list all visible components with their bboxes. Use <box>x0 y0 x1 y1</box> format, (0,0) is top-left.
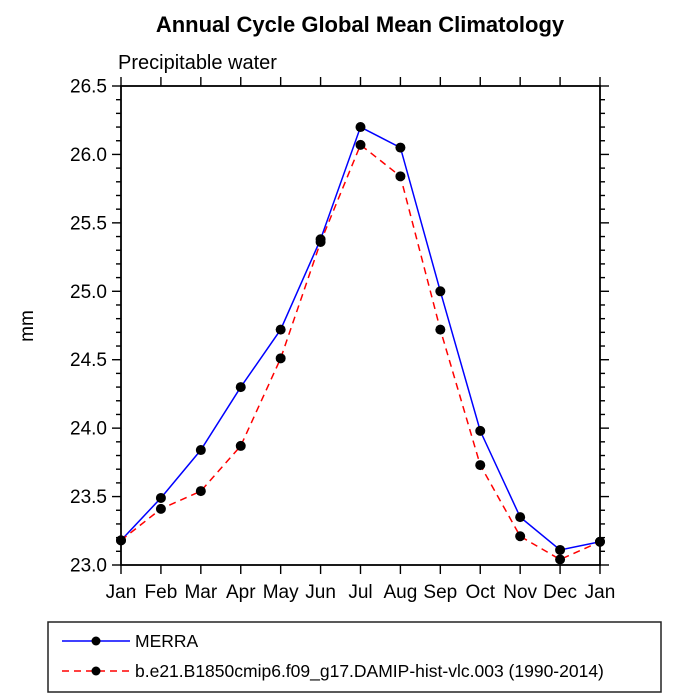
data-point-marker <box>116 535 126 546</box>
x-tick-label: Nov <box>503 582 537 603</box>
legend-samples <box>62 636 130 676</box>
data-point-marker <box>355 139 366 150</box>
x-tick-label: Dec <box>543 582 577 603</box>
data-point-marker <box>275 353 286 364</box>
data-point-marker <box>475 460 486 471</box>
data-point-marker <box>555 544 566 555</box>
y-tick-label: 25.0 <box>70 282 107 303</box>
series-layer <box>116 122 605 565</box>
x-tick-label: Mar <box>184 582 217 603</box>
x-tick-label: May <box>263 582 299 603</box>
data-point-marker <box>195 486 206 497</box>
data-point-marker <box>595 536 605 547</box>
data-point-marker <box>555 554 566 565</box>
data-point-marker <box>155 503 166 514</box>
data-point-marker <box>475 425 486 436</box>
legend-box: MERRA b.e21.B1850cmip6.f09_g17.DAMIP-his… <box>47 621 662 693</box>
x-tick-label: Apr <box>226 582 256 603</box>
legend-border <box>47 621 662 693</box>
plot-frame <box>120 85 601 566</box>
y-tick-label: 26.0 <box>70 145 107 166</box>
chart-title: Annual Cycle Global Mean Climatology <box>156 12 565 37</box>
model-line <box>120 143 601 561</box>
axes-layer: 23.0 23.5 24.0 24.5 25.0 25.5 26.0 26.5 Jan Feb Ma… <box>70 77 615 604</box>
data-point-marker <box>195 445 206 456</box>
x-tick-label: Jul <box>348 582 372 603</box>
legend-marker <box>91 636 101 646</box>
y-axis-label: mm <box>17 310 38 342</box>
data-point-marker <box>435 324 446 335</box>
data-point-marker <box>315 237 326 248</box>
x-tick-label: Oct <box>465 582 495 603</box>
data-point-marker <box>395 171 406 182</box>
data-point-marker <box>435 286 446 297</box>
x-tick-label: Aug <box>384 582 418 603</box>
data-point-marker <box>515 531 526 542</box>
y-tick-label: 26.5 <box>70 77 107 98</box>
x-tick-label: Jan <box>585 582 616 603</box>
y-tick-label: 24.0 <box>70 419 107 440</box>
x-tick-label: Sep <box>423 582 457 603</box>
merra-line <box>120 125 601 551</box>
y-tick-label: 25.5 <box>70 213 107 234</box>
data-point-marker <box>155 492 166 503</box>
data-point-marker <box>235 382 246 393</box>
chart-subtitle: Precipitable water <box>118 52 277 74</box>
legend-label-model: b.e21.B1850cmip6.f09_g17.DAMIP-hist-vlc.… <box>135 661 604 682</box>
data-point-marker <box>275 324 286 335</box>
x-tick-label: Jan <box>106 582 137 603</box>
data-point-marker <box>395 142 406 153</box>
legend-marker <box>91 666 101 676</box>
data-point-marker <box>515 512 526 523</box>
data-point-marker <box>235 440 246 451</box>
x-tick-label: Jun <box>305 582 336 603</box>
y-tick-label: 24.5 <box>70 350 107 371</box>
y-tick-label: 23.0 <box>70 556 107 577</box>
data-point-marker <box>355 122 366 133</box>
x-tick-label: Feb <box>145 582 178 603</box>
legend-label-merra: MERRA <box>135 631 199 651</box>
y-tick-label: 23.5 <box>70 487 107 508</box>
